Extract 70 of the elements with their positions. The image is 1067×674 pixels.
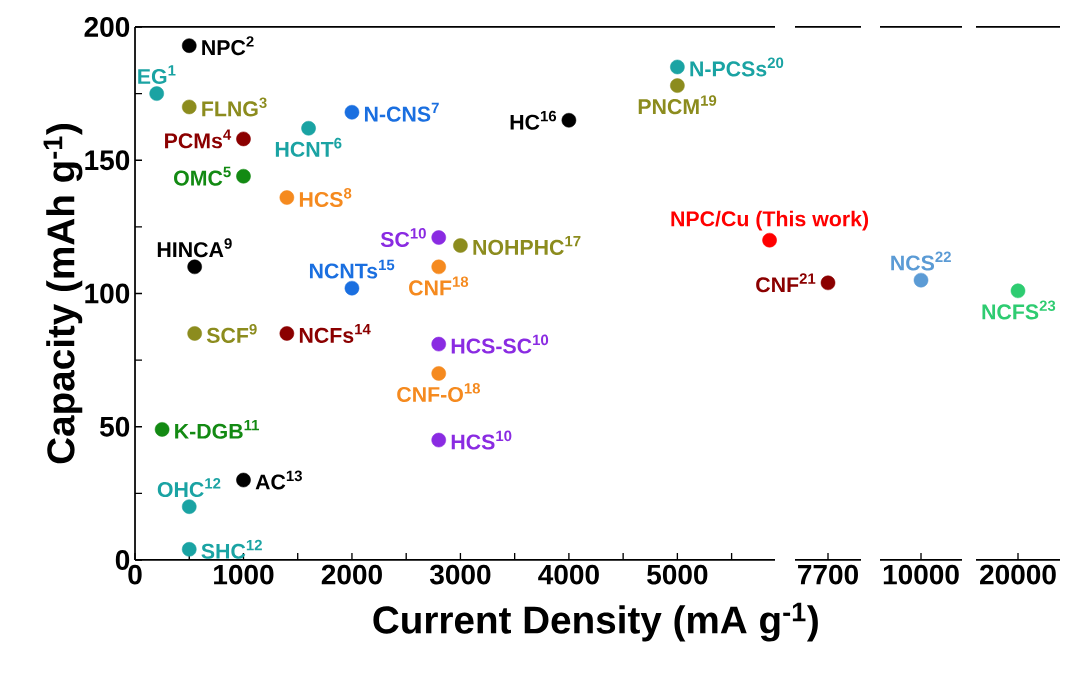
series-label: N-PCSs$^{20}$ bbox=[690, 57, 784, 77]
x-tick-label: 1000 bbox=[214, 564, 274, 585]
series-label: HINCA$^{9}$ bbox=[157, 238, 232, 258]
series-label: EG$^{1}$ bbox=[138, 65, 176, 85]
series-label: HCS-SC$^{10}$ bbox=[451, 334, 549, 354]
series-label: NCFs$^{14}$ bbox=[299, 324, 371, 343]
point bbox=[181, 99, 197, 115]
point bbox=[181, 499, 197, 514]
series-label: NPC$^{2}$ bbox=[202, 36, 254, 56]
x-tick-label: 5000 bbox=[647, 564, 708, 585]
y-tick-label: 150 bbox=[85, 150, 130, 171]
x-tick-label: 10000 bbox=[883, 564, 959, 585]
y-axis-title: Capacity (mAh g$^{-1}$) bbox=[43, 124, 83, 464]
point bbox=[670, 78, 685, 93]
x-axis-title: Current Density (mA g$^{-1}$) bbox=[373, 602, 818, 642]
series-label: HCS$^{8}$ bbox=[299, 188, 352, 208]
series-label: NCNTs$^{15}$ bbox=[309, 259, 395, 279]
series-label: NCFS$^{23}$ bbox=[982, 300, 1056, 320]
point bbox=[236, 472, 251, 488]
point bbox=[453, 238, 468, 253]
x-tick-label: 7700 bbox=[798, 564, 858, 585]
point bbox=[431, 230, 446, 245]
series-label: OHC$^{12}$ bbox=[157, 478, 221, 498]
series-label: NOHPHC$^{17}$ bbox=[473, 236, 581, 255]
point bbox=[279, 190, 295, 205]
series-label: CNF$^{18}$ bbox=[409, 276, 469, 296]
point bbox=[181, 38, 197, 53]
series-label: HCNT$^{6}$ bbox=[275, 137, 342, 157]
series-label: N-CNS$^{7}$ bbox=[364, 102, 439, 122]
point bbox=[154, 422, 170, 437]
series-label: AC$^{13}$ bbox=[255, 470, 302, 490]
point bbox=[431, 366, 446, 381]
y-tick-label: 50 bbox=[100, 416, 130, 437]
series-label: FLNG$^{3}$ bbox=[202, 97, 267, 117]
x-tick-label: 4000 bbox=[538, 564, 599, 585]
x-tick-label: 20000 bbox=[980, 564, 1056, 585]
series-label: HC$^{16}$ bbox=[510, 110, 557, 130]
series-label: CNF$^{21}$ bbox=[756, 273, 816, 293]
series-label: OMC$^{5}$ bbox=[174, 166, 231, 186]
y-tick-label: 0 bbox=[115, 550, 130, 570]
y-tick-label: 100 bbox=[85, 283, 130, 304]
point bbox=[431, 336, 446, 352]
point bbox=[301, 120, 316, 136]
point bbox=[344, 280, 360, 296]
point bbox=[187, 259, 202, 275]
series-label: NCS$^{22}$ bbox=[891, 251, 951, 271]
series-label: HCS$^{10}$ bbox=[451, 430, 512, 450]
point bbox=[236, 168, 251, 184]
point bbox=[561, 112, 577, 128]
point bbox=[431, 259, 446, 275]
point bbox=[431, 432, 446, 448]
series-label: PNCM$^{19}$ bbox=[638, 95, 717, 115]
x-tick-label: 2000 bbox=[321, 564, 382, 585]
point bbox=[670, 59, 685, 75]
series-label: NPC/Cu (This work) bbox=[671, 210, 869, 231]
series-label: CNF-O$^{18}$ bbox=[397, 383, 481, 403]
point bbox=[181, 542, 197, 557]
series-label: K-DGB$^{11}$ bbox=[175, 419, 260, 439]
y-tick-label: 200 bbox=[84, 17, 130, 37]
point bbox=[149, 86, 164, 101]
point bbox=[762, 232, 777, 248]
series-label: PCMs$^{4}$ bbox=[165, 129, 232, 149]
series-label: SCF$^{9}$ bbox=[206, 323, 257, 343]
point bbox=[344, 105, 360, 120]
point bbox=[236, 131, 251, 147]
x-tick-label: 3000 bbox=[429, 564, 491, 585]
series-label: SHC$^{12}$ bbox=[201, 539, 262, 559]
point bbox=[187, 326, 202, 341]
series-label: SC$^{10}$ bbox=[380, 228, 426, 248]
point bbox=[279, 326, 295, 341]
